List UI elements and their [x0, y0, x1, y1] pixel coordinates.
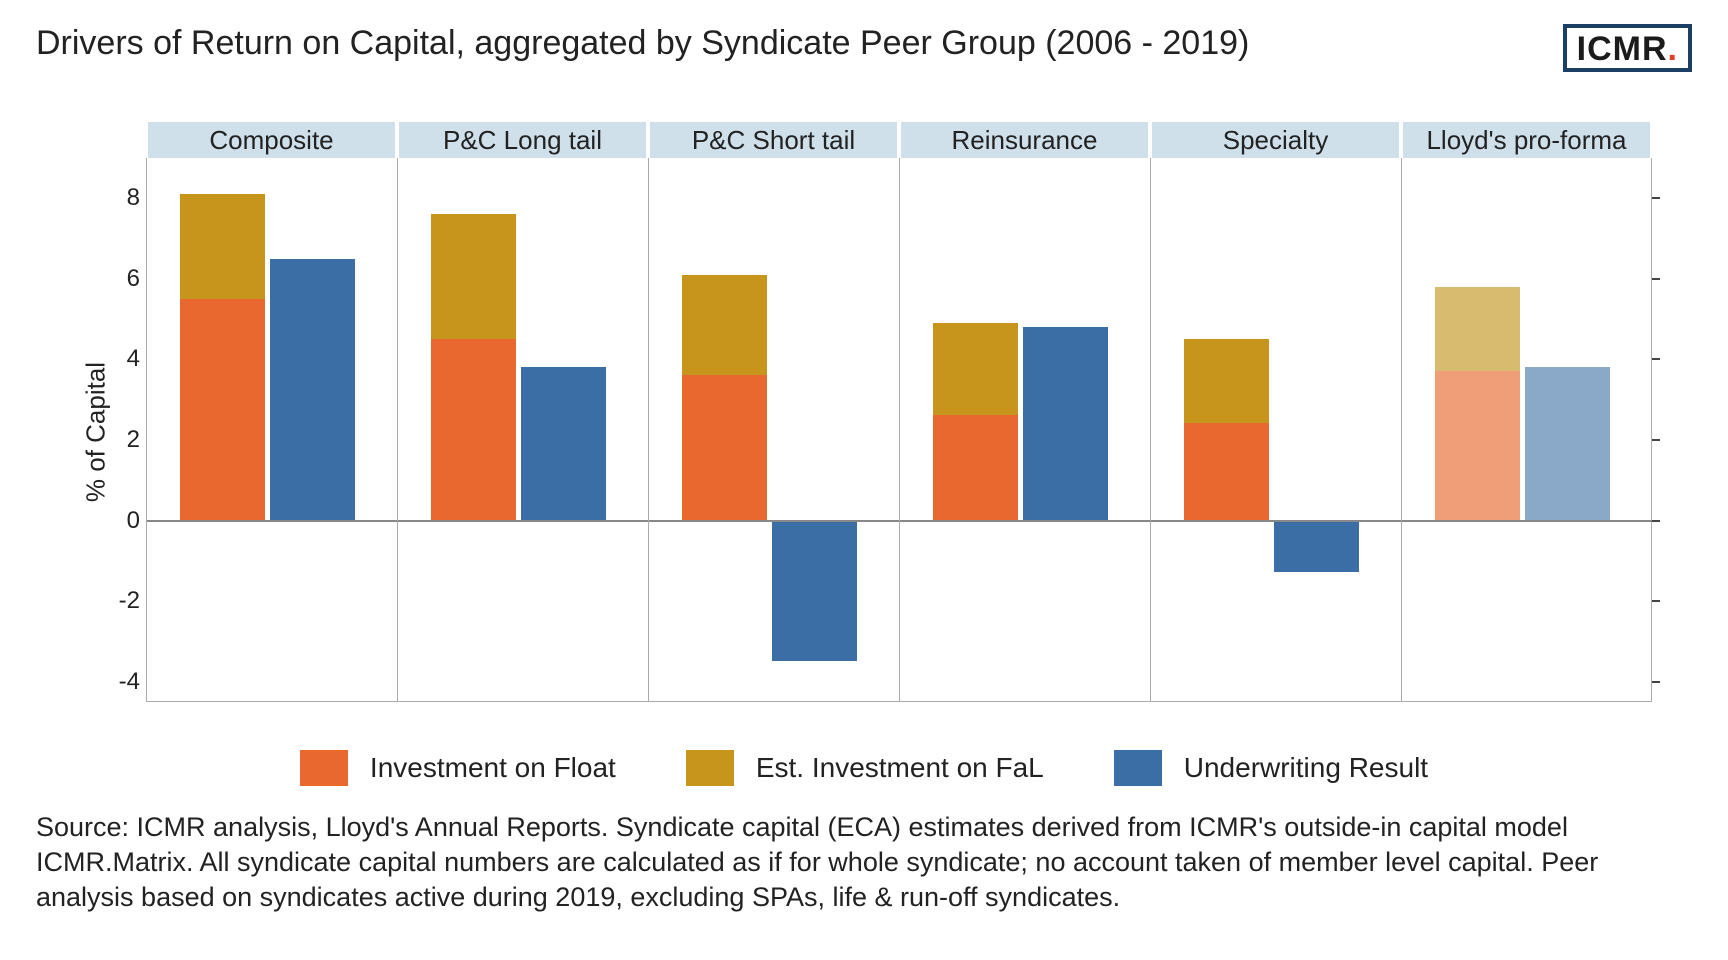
- legend-label: Est. Investment on FaL: [756, 752, 1044, 784]
- y-tick-mark: [1652, 197, 1660, 199]
- y-tick-mark: [1652, 358, 1660, 360]
- panel-body: [1151, 158, 1401, 701]
- bar-investment-fal: [1184, 339, 1269, 423]
- header-row: Drivers of Return on Capital, aggregated…: [36, 24, 1692, 72]
- page-root: Drivers of Return on Capital, aggregated…: [0, 0, 1728, 960]
- zero-line: [1402, 520, 1652, 522]
- y-tick-label: -4: [119, 668, 140, 696]
- zero-line: [147, 520, 397, 522]
- facet-panel: P&C Long tail: [397, 122, 648, 702]
- bar-underwriting: [521, 367, 606, 520]
- legend: Investment on Float Est. Investment on Fa…: [36, 750, 1692, 786]
- panel-body: [147, 158, 397, 701]
- panels-container: CompositeP&C Long tailP&C Short tailRein…: [146, 122, 1652, 702]
- bar-investment-fal: [682, 275, 767, 376]
- legend-label: Underwriting Result: [1184, 752, 1428, 784]
- bar-investment-float: [431, 339, 516, 520]
- bar-investment-float: [933, 415, 1018, 520]
- legend-item: Underwriting Result: [1114, 750, 1428, 786]
- y-tick-label: -2: [119, 587, 140, 615]
- y-tick-label: 0: [127, 507, 140, 535]
- panel-header: Specialty: [1150, 122, 1401, 158]
- logo-icmr: ICMR.: [1563, 24, 1692, 72]
- bar-investment-float: [682, 375, 767, 520]
- bar-underwriting: [270, 259, 355, 520]
- legend-swatch: [1114, 750, 1162, 786]
- facet-panel: Reinsurance: [899, 122, 1150, 702]
- logo-dot: .: [1668, 30, 1678, 68]
- y-tick-mark: [1652, 520, 1660, 522]
- bar-underwriting: [1274, 520, 1359, 572]
- bar-investment-float: [1184, 423, 1269, 520]
- panel-body: [398, 158, 648, 701]
- panel-header: P&C Long tail: [397, 122, 648, 158]
- facet-panel: P&C Short tail: [648, 122, 899, 702]
- y-tick-mark: [1652, 278, 1660, 280]
- chart-title: Drivers of Return on Capital, aggregated…: [36, 24, 1249, 63]
- plot-area: -4 -2 0 2 4 6 8 CompositeP&C Long tailP&C Shor…: [106, 122, 1692, 742]
- panel-body: [900, 158, 1150, 701]
- bar-investment-fal: [431, 214, 516, 339]
- y-tick-label: 4: [127, 345, 140, 373]
- bar-investment-float: [1435, 371, 1520, 520]
- logo-text: ICMR: [1577, 30, 1668, 68]
- zero-line: [649, 520, 899, 522]
- y-tick-area-right: [1652, 158, 1692, 702]
- facet-panel: Composite: [146, 122, 397, 702]
- facet-panel: Lloyd's pro-forma: [1401, 122, 1652, 702]
- bar-underwriting: [1023, 327, 1108, 520]
- y-tick-area-left: -4 -2 0 2 4 6 8: [106, 158, 146, 702]
- panel-header: Reinsurance: [899, 122, 1150, 158]
- bar-investment-float: [180, 299, 265, 520]
- zero-line: [1151, 520, 1401, 522]
- y-tick-mark: [1652, 681, 1660, 683]
- y-tick-label: 2: [127, 426, 140, 454]
- y-tick-label: 8: [127, 184, 140, 212]
- bar-investment-fal: [1435, 287, 1520, 371]
- bar-underwriting: [772, 520, 857, 661]
- source-footnote: Source: ICMR analysis, Lloyd's Annual Re…: [36, 810, 1692, 915]
- legend-item: Est. Investment on FaL: [686, 750, 1044, 786]
- panel-body: [1402, 158, 1652, 701]
- legend-label: Investment on Float: [370, 752, 616, 784]
- legend-swatch: [300, 750, 348, 786]
- y-tick-label: 6: [127, 265, 140, 293]
- legend-item: Investment on Float: [300, 750, 616, 786]
- zero-line: [900, 520, 1150, 522]
- panel-header: P&C Short tail: [648, 122, 899, 158]
- y-tick-mark: [1652, 600, 1660, 602]
- chart-area: % of Capital -4-202468 CompositeP&C Long…: [36, 122, 1692, 742]
- y-tick-mark: [1652, 439, 1660, 441]
- panel-header: Lloyd's pro-forma: [1401, 122, 1652, 158]
- panel-body: [649, 158, 899, 701]
- zero-line: [398, 520, 648, 522]
- panel-header: Composite: [146, 122, 397, 158]
- bar-investment-fal: [180, 194, 265, 299]
- facet-panel: Specialty: [1150, 122, 1401, 702]
- bar-underwriting: [1525, 367, 1610, 520]
- bar-investment-fal: [933, 323, 1018, 416]
- legend-swatch: [686, 750, 734, 786]
